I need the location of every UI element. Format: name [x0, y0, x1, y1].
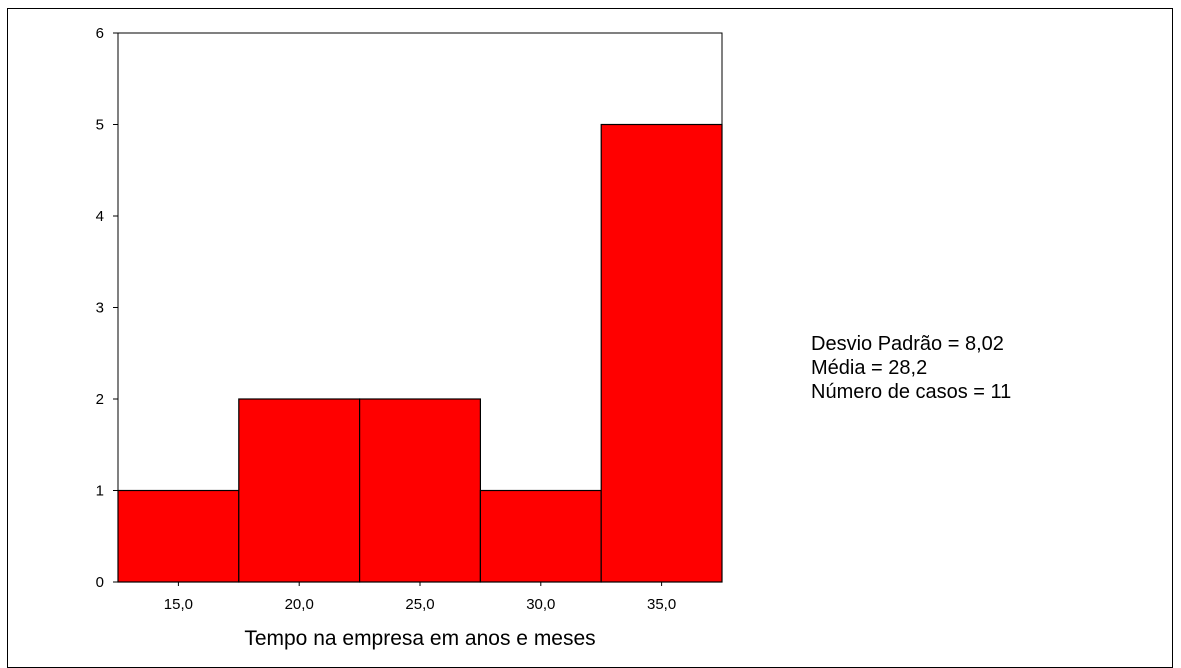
statistics-panel: Desvio Padrão = 8,02 Média = 28,2 Número…	[811, 332, 1011, 404]
histogram-bar	[479, 489, 602, 583]
x-tick-label: 25,0	[405, 596, 434, 613]
histogram-bar	[238, 398, 361, 583]
bars-group	[117, 123, 723, 583]
histogram-bar	[359, 398, 482, 583]
y-tick-label: 1	[96, 483, 104, 500]
y-tick-label: 3	[96, 300, 104, 317]
x-tick-label: 30,0	[526, 596, 555, 613]
histogram-bar	[117, 489, 240, 583]
histogram-bar	[600, 123, 723, 583]
mean-label: Média = 28,2	[811, 357, 928, 379]
x-tick-label: 15,0	[164, 596, 193, 613]
x-axis: 15,0 20,0 25,0 30,0 35,0	[164, 582, 676, 613]
x-axis-title: Tempo na empresa em anos e meses	[244, 627, 595, 650]
x-tick-label: 20,0	[285, 596, 314, 613]
y-tick-label: 4	[96, 208, 104, 225]
y-tick-label: 2	[96, 391, 104, 408]
y-tick-label: 6	[96, 25, 104, 42]
x-tick-label: 35,0	[647, 596, 676, 613]
y-tick-label: 0	[96, 574, 104, 591]
std-dev-label: Desvio Padrão = 8,02	[811, 333, 1004, 355]
y-axis: 0 1 2 3 4 5 6	[96, 25, 118, 591]
y-tick-label: 5	[96, 117, 104, 134]
case-count-label: Número de casos = 11	[811, 381, 1012, 403]
